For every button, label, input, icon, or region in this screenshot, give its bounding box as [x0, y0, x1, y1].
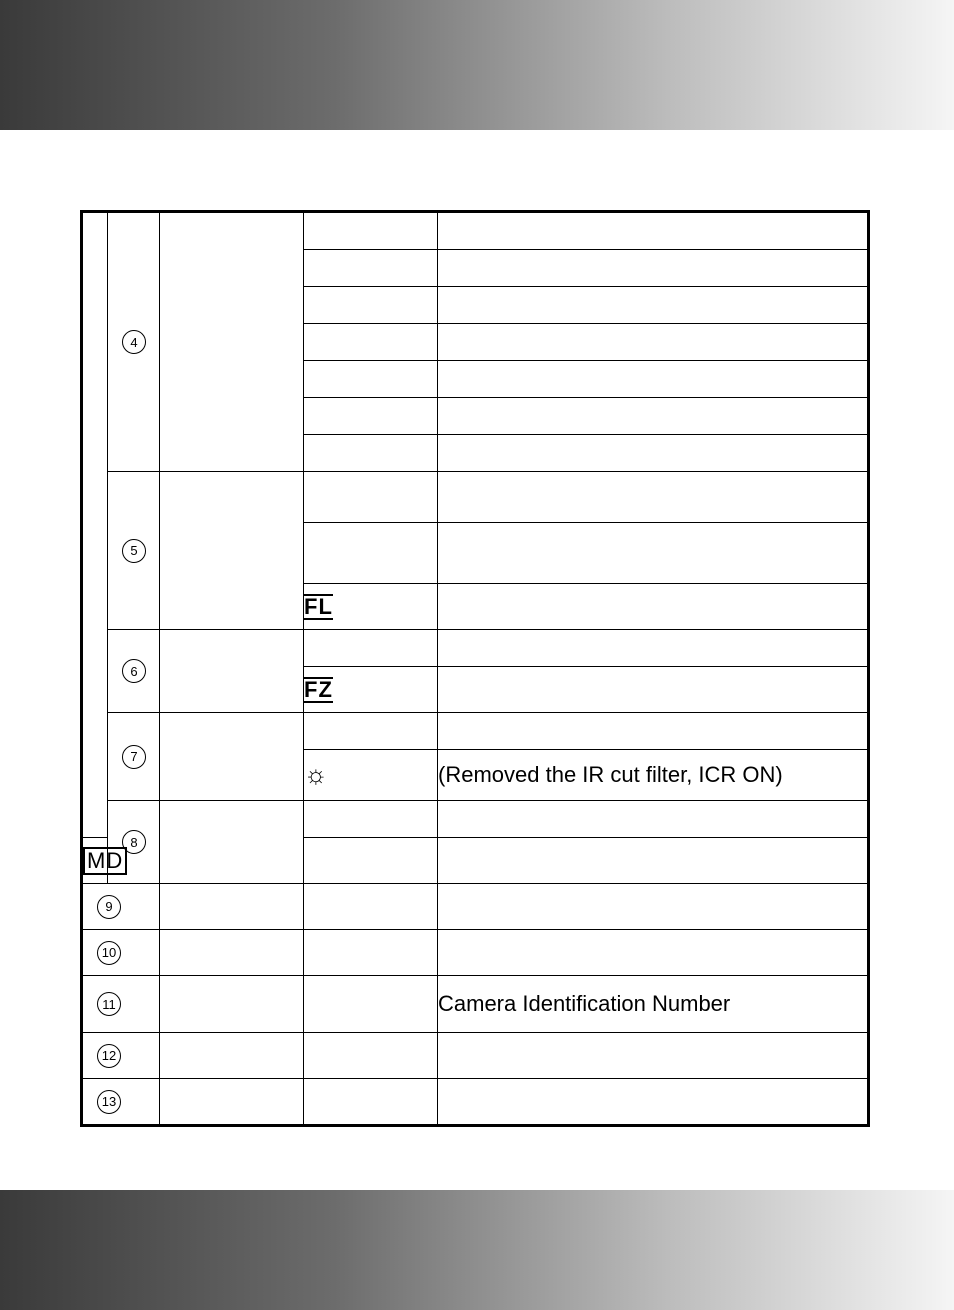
row7-desc-1: [438, 713, 869, 750]
circled-number: 12: [97, 1044, 121, 1068]
circled-number: 13: [97, 1090, 121, 1114]
row4-indicator-3: [304, 287, 438, 324]
row6-indicator-1: [304, 630, 438, 667]
fz-icon: FZ: [304, 677, 333, 703]
circled-number: 5: [122, 539, 146, 563]
table-row: 13: [82, 1079, 869, 1126]
row4-desc-7: [438, 435, 869, 472]
table-row: 4: [82, 212, 869, 250]
row4-indicator-6: [304, 398, 438, 435]
row4-desc-1: [438, 212, 869, 250]
row9-desc: [438, 884, 869, 930]
row11-indicator: [304, 976, 438, 1033]
circled-number: 10: [97, 941, 121, 965]
table-row: 11 Camera Identification Number: [82, 976, 869, 1033]
row5-indicator-1: [304, 472, 438, 523]
footer-gradient-band: [0, 1190, 954, 1310]
table-row: 12: [82, 1033, 869, 1079]
row10-indicator: [304, 930, 438, 976]
row-number-cell: 6: [108, 630, 160, 713]
sun-icon: ☼: [304, 759, 328, 789]
row4-indicator-7: [304, 435, 438, 472]
circled-number: 9: [97, 895, 121, 919]
row6-indicator-fz: FZ: [304, 667, 438, 713]
row5-indicator-fl: FL: [304, 584, 438, 630]
row13-desc: [438, 1079, 869, 1126]
row7-indicator-1: [304, 713, 438, 750]
row4-desc-5: [438, 361, 869, 398]
row6-desc-1: [438, 630, 869, 667]
row8-desc-1: [438, 801, 869, 838]
row4-desc-6: [438, 398, 869, 435]
circled-number: 4: [122, 330, 146, 354]
row8-desc-md: [304, 838, 438, 884]
row5-indicator-2: [304, 523, 438, 584]
fl-icon: FL: [304, 594, 333, 620]
circled-number: 11: [97, 992, 121, 1016]
header-gradient-band: [0, 0, 954, 130]
row4-desc-3: [438, 287, 869, 324]
row-number-cell: 10: [82, 930, 160, 976]
row7-label-cell: [160, 713, 304, 801]
row4-label-cell: [160, 212, 304, 472]
row-number-cell: 12: [82, 1033, 160, 1079]
row8-label-cell: [160, 801, 304, 884]
row9-label-cell: [160, 884, 304, 930]
row12-desc: [438, 1033, 869, 1079]
row8-indicator-1: [304, 801, 438, 838]
row13-label-cell: [160, 1079, 304, 1126]
row10-desc: [438, 930, 869, 976]
table-row: 6: [82, 630, 869, 667]
row-number-cell: 9: [82, 884, 160, 930]
circled-number: 6: [122, 659, 146, 683]
md-icon: MD: [83, 847, 127, 875]
row6-desc-fz: [438, 667, 869, 713]
row11-label-cell: [160, 976, 304, 1033]
row4-desc-2: [438, 250, 869, 287]
osd-indicator-table: 4: [80, 210, 870, 1127]
row-number-cell: 4: [108, 212, 160, 472]
row9-indicator: [304, 884, 438, 930]
row4-indicator-2: [304, 250, 438, 287]
row7-indicator-sun: ☼: [304, 750, 438, 801]
row8-indicator-md: MD: [82, 838, 108, 884]
row6-label-cell: [160, 630, 304, 713]
table-row: 7: [82, 713, 869, 750]
row-number-cell: 11: [82, 976, 160, 1033]
row10-label-cell: [160, 930, 304, 976]
row4-desc-4: [438, 324, 869, 361]
row12-indicator: [304, 1033, 438, 1079]
circled-number: 7: [122, 745, 146, 769]
row13-indicator: [304, 1079, 438, 1126]
row4-indicator-5: [304, 361, 438, 398]
page-body: 4: [0, 130, 954, 1190]
table-row: 8: [82, 801, 869, 838]
row5-desc-fl: [438, 584, 869, 630]
row-number-cell: 5: [108, 472, 160, 630]
row5-label-cell: [160, 472, 304, 630]
left-merge-cell: [82, 212, 108, 838]
row11-desc: Camera Identification Number: [438, 976, 869, 1033]
table-row: 10: [82, 930, 869, 976]
row5-desc-1: [438, 472, 869, 523]
row-number-cell: 13: [82, 1079, 160, 1126]
table-row: 9: [82, 884, 869, 930]
osd-table-wrap: 4: [80, 210, 870, 1127]
row4-indicator-4: [304, 324, 438, 361]
row4-indicator-1: [304, 212, 438, 250]
row12-label-cell: [160, 1033, 304, 1079]
row7-desc-sun: (Removed the IR cut filter, ICR ON): [438, 750, 869, 801]
row-number-cell: 7: [108, 713, 160, 801]
row5-desc-2: [438, 523, 869, 584]
table-row: 5: [82, 472, 869, 523]
